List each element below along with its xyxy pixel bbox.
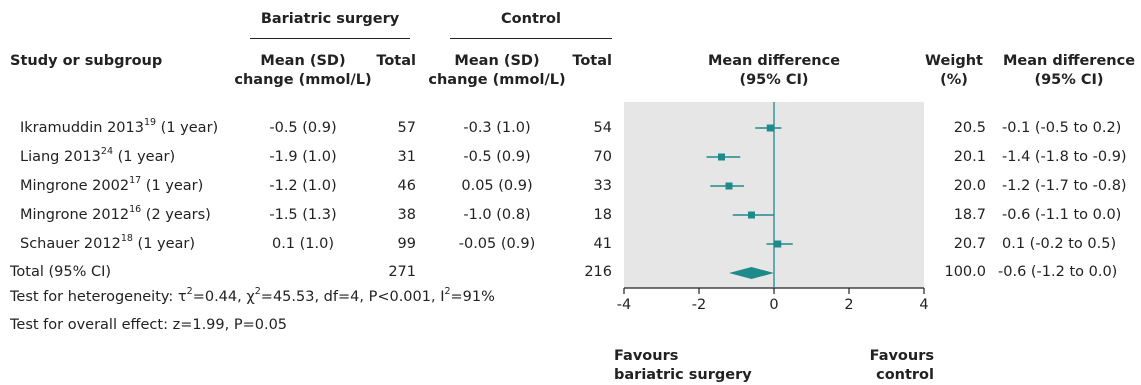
surgery-mean-sd: 0.1 (1.0) xyxy=(271,236,335,252)
study-name: Liang 201324 (1 year) xyxy=(20,146,176,166)
study-weight: 20.1 xyxy=(953,149,986,165)
control-total: 18 xyxy=(593,207,612,223)
header-weight-l2: (%) xyxy=(940,72,968,88)
header-control-mean-l2: change (mmol/L) xyxy=(428,72,566,88)
study-period: (1 year) xyxy=(156,120,219,136)
reference-number: 19 xyxy=(143,117,157,129)
control-total: 41 xyxy=(593,236,612,252)
reference-number: 18 xyxy=(120,233,133,245)
favours-left-l1: Favours xyxy=(614,348,679,364)
chi-superscript: 2 xyxy=(254,286,261,298)
surgery-mean-sd: -1.9 (1.0) xyxy=(269,149,337,165)
i2-superscript: 2 xyxy=(444,286,451,298)
study-label: Mingrone 2002 xyxy=(20,178,130,194)
control-total: 54 xyxy=(593,120,612,136)
study-period: (1 year) xyxy=(113,149,176,165)
header-plot-l2: (95% CI) xyxy=(739,72,809,88)
study-weight: 20.7 xyxy=(953,236,986,252)
tau-symbol: τ xyxy=(177,289,187,305)
point-estimate xyxy=(718,153,725,161)
group-underline-control xyxy=(450,38,612,39)
study-name: Schauer 201218 (1 year) xyxy=(20,233,196,253)
point-estimate xyxy=(774,240,782,248)
surgery-total: 46 xyxy=(397,178,416,194)
reference-number: 17 xyxy=(129,175,142,187)
study-period: (1 year) xyxy=(132,236,196,252)
x-tick-label: 2 xyxy=(844,297,853,313)
study-mean-difference: -1.4 (-1.8 to -0.9) xyxy=(1002,149,1127,165)
header-control-mean-l1: Mean (SD) xyxy=(454,53,540,69)
header-md-l2: (95% CI) xyxy=(1034,72,1104,88)
surgery-mean-sd: -1.2 (1.0) xyxy=(269,178,337,194)
study-weight: 18.7 xyxy=(953,207,986,223)
chi-symbol: χ xyxy=(246,289,255,305)
study-name: Ikramuddin 201319 (1 year) xyxy=(20,117,219,137)
header-control-total: Total xyxy=(572,53,612,69)
study-label: Ikramuddin 2013 xyxy=(20,120,144,136)
overall-effect-test: Test for overall effect: z=1.99, P=0.05 xyxy=(10,317,288,333)
control-total: 70 xyxy=(593,149,612,165)
total-row-label: Total (95% CI) xyxy=(10,264,112,280)
x-tick-label: -2 xyxy=(692,297,706,313)
study-label: Mingrone 2012 xyxy=(20,207,130,223)
favours-left-l2: bariatric surgery xyxy=(614,367,752,383)
control-mean-sd: -0.05 (0.9) xyxy=(458,236,536,252)
header-surgery-total: Total xyxy=(376,53,416,69)
control-mean-sd: -0.3 (1.0) xyxy=(463,120,531,136)
point-estimate xyxy=(725,182,733,190)
header-plot-l1: Mean difference xyxy=(707,53,841,69)
pooled-diamond xyxy=(729,267,774,279)
study-period: (2 years) xyxy=(141,207,211,223)
header-weight-l1: Weight xyxy=(925,53,983,69)
study-mean-difference: -1.2 (-1.7 to -0.8) xyxy=(1002,178,1127,194)
control-mean-sd: -1.0 (0.8) xyxy=(463,207,531,223)
surgery-total: 57 xyxy=(397,120,416,136)
study-weight: 20.5 xyxy=(953,120,986,136)
study-mean-difference: -0.6 (-1.1 to 0.0) xyxy=(1002,207,1122,223)
header-surgery-mean-l1: Mean (SD) xyxy=(260,53,346,69)
header-md-l1: Mean difference xyxy=(1002,53,1136,69)
study-label: Schauer 2012 xyxy=(20,236,121,252)
total-row-control-total: 216 xyxy=(584,264,612,280)
study-name: Mingrone 200217 (1 year) xyxy=(20,175,204,195)
header-study: Study or subgroup xyxy=(10,53,163,69)
point-estimate xyxy=(748,211,755,219)
surgery-mean-sd: -1.5 (1.3) xyxy=(269,207,337,223)
surgery-total: 38 xyxy=(397,207,416,223)
surgery-mean-sd: -0.5 (0.9) xyxy=(269,120,337,136)
group-header-surgery: Bariatric surgery xyxy=(260,11,400,27)
favours-right-l2: control xyxy=(876,367,934,383)
point-estimate xyxy=(766,124,774,132)
total-row-surgery-total: 271 xyxy=(388,264,416,280)
i2-value: =91% xyxy=(450,289,495,305)
study-label: Liang 2013 xyxy=(20,149,101,165)
study-mean-difference: -0.1 (-0.5 to 0.2) xyxy=(1002,120,1122,136)
study-name: Mingrone 201216 (2 years) xyxy=(20,204,211,224)
control-mean-sd: -0.5 (0.9) xyxy=(463,149,531,165)
total-row-md: -0.6 (-1.2 to 0.0) xyxy=(998,264,1118,280)
reference-number: 24 xyxy=(100,146,113,158)
x-tick-label: 0 xyxy=(769,297,778,313)
tau-superscript: 2 xyxy=(186,286,193,298)
chi-value: =45.53, df=4, P<0.001, I xyxy=(260,289,445,305)
study-period: (1 year) xyxy=(141,178,204,194)
header-surgery-mean-l2: change (mmol/L) xyxy=(234,72,372,88)
heterogeneity-prefix: Test for heterogeneity: xyxy=(10,289,178,305)
x-tick-label: -4 xyxy=(617,297,631,313)
favours-right-l1: Favours xyxy=(869,348,934,364)
study-mean-difference: 0.1 (-0.2 to 0.5) xyxy=(1002,236,1117,252)
group-header-control: Control xyxy=(501,11,561,27)
tau-value: =0.44, xyxy=(192,289,247,305)
total-row-weight: 100.0 xyxy=(944,264,986,280)
group-underline-surgery xyxy=(250,38,410,39)
control-total: 33 xyxy=(593,178,612,194)
x-tick-label: 4 xyxy=(919,297,928,313)
reference-number: 16 xyxy=(129,204,142,216)
surgery-total: 31 xyxy=(397,149,416,165)
control-mean-sd: 0.05 (0.9) xyxy=(461,178,533,194)
surgery-total: 99 xyxy=(397,236,416,252)
heterogeneity-test: Test for heterogeneity: τ2=0.44, χ2=45.5… xyxy=(10,286,495,306)
study-weight: 20.0 xyxy=(953,178,986,194)
